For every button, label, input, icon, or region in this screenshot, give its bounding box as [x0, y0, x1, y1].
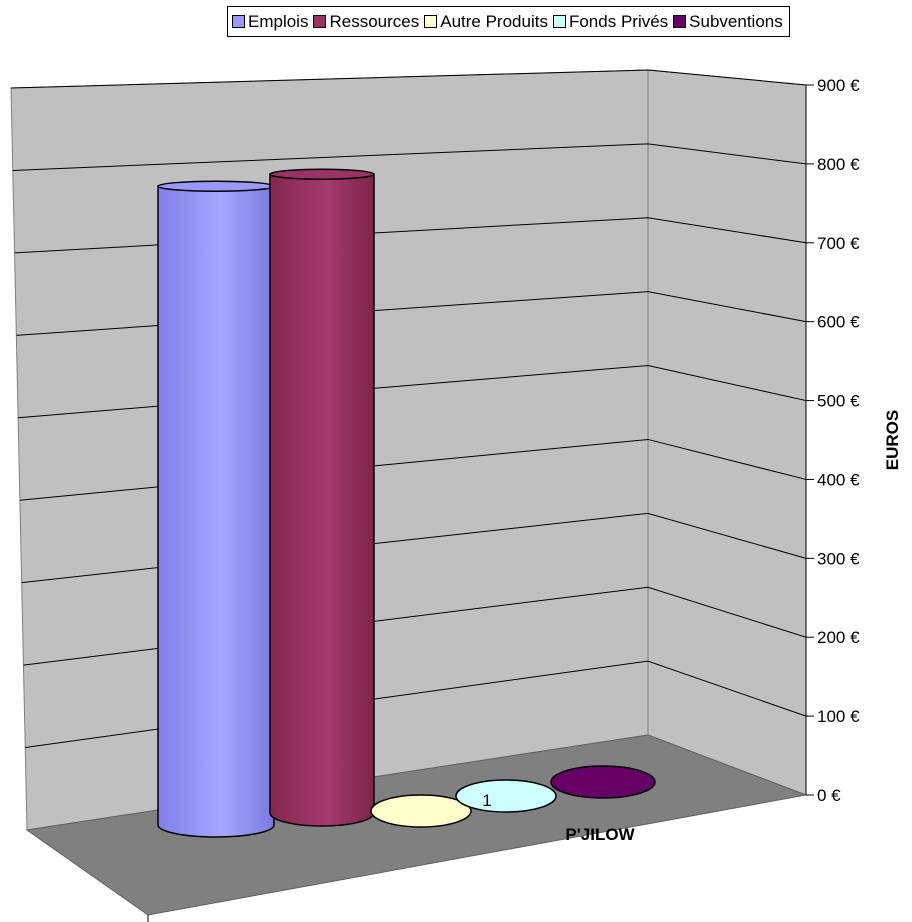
side-wall	[647, 69, 807, 796]
legend-item: Ressources	[313, 12, 419, 32]
gridline	[12, 143, 807, 171]
cylinder-flat	[370, 794, 472, 828]
y-tick-label: 600 €	[817, 313, 860, 332]
y-tick-label: 100 €	[817, 707, 860, 726]
y-tick-label: 200 €	[817, 628, 860, 647]
legend-label: Ressources	[329, 11, 420, 31]
x-axis-title: P'JILOW	[565, 825, 635, 844]
legend-swatch	[313, 15, 327, 28]
y-tick-label: 500 €	[817, 392, 860, 411]
y-tick-label: 800 €	[817, 155, 860, 174]
legend-label: Fonds Privés	[568, 11, 669, 31]
legend-item: Subventions	[673, 12, 783, 32]
legend-swatch	[424, 15, 438, 28]
cylinder-top	[157, 180, 275, 192]
bar-subventions	[550, 765, 656, 799]
y-tick-label: 300 €	[817, 549, 860, 568]
cylinder-flat	[550, 765, 656, 799]
cylinder-top	[269, 168, 375, 180]
x-tick-label: 1	[482, 791, 491, 810]
bar-fonds-priv-s	[455, 779, 557, 813]
bar-emplois	[157, 180, 275, 838]
y-tick-label: 900 €	[817, 76, 860, 95]
chart-walls	[10, 69, 808, 916]
y-tick-label: 400 €	[817, 470, 860, 489]
cylinder-body	[157, 185, 275, 838]
legend-swatch	[552, 15, 566, 28]
legend-swatch	[673, 15, 687, 28]
legend-swatch	[232, 15, 245, 28]
legend-item: Autre Produits	[424, 12, 548, 32]
bar-ressources	[269, 168, 375, 827]
legend-item: Emplois	[232, 12, 308, 32]
y-axis: 0 € 100 € 200 € 300 € 400 € 500 € 600 € 700 € 80…	[147, 76, 860, 922]
y-tick-label: 0 €	[817, 786, 841, 805]
gridline	[10, 69, 807, 89]
bars	[157, 168, 656, 838]
y-axis-title: EUROS	[883, 410, 902, 470]
cylinder-body	[269, 173, 375, 827]
legend-label: Autre Produits	[440, 11, 548, 31]
y-tick-label: 700 €	[817, 234, 860, 253]
legend-label: Subventions	[689, 11, 783, 31]
cylinder-flat	[455, 779, 557, 813]
legend-item: Fonds Privés	[552, 11, 669, 32]
legend: Emplois Ressources Autre Produits Fonds Pri…	[227, 6, 790, 37]
bar-autre-produits	[370, 794, 472, 828]
legend-label: Emplois	[248, 11, 309, 31]
